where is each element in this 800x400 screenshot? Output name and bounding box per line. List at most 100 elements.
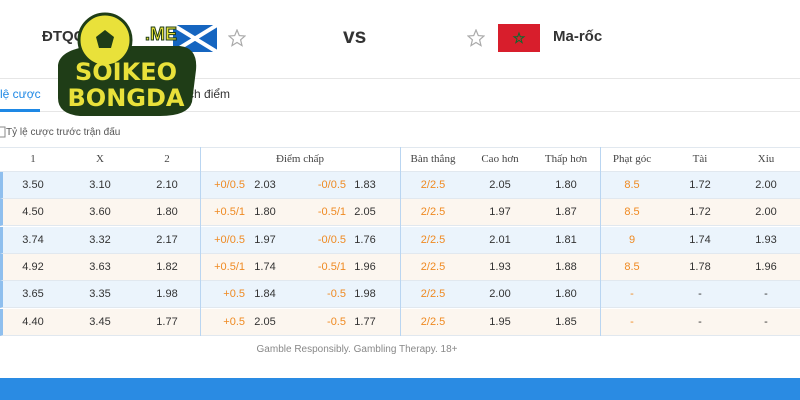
column-header: X — [96, 153, 104, 165]
tab-odds[interactable]: lệ cược — [0, 87, 41, 101]
odds-cell: 8.5 — [624, 206, 640, 219]
odds-cell: 4.50 — [22, 206, 44, 219]
column-header: Cao hơn — [481, 153, 519, 165]
odds-cell: 1.97 — [254, 233, 276, 246]
odds-cell: +0.5 — [223, 288, 245, 301]
column-header: Điểm chấp — [276, 153, 324, 165]
odds-cell: 8.5 — [624, 260, 640, 273]
odds-cell: 1.72 — [689, 179, 711, 191]
favorite-star[interactable] — [228, 29, 246, 47]
odds-cell: 1.80 — [555, 288, 577, 301]
odds-cell: -0/0.5 — [317, 233, 346, 246]
odds-cell: 1.87 — [555, 206, 577, 219]
odds-cell: 3.45 — [89, 315, 111, 328]
odds-cell: 4.92 — [22, 260, 44, 273]
logo-line2: BONGDA — [68, 84, 185, 112]
odds-cell: 3.63 — [89, 260, 111, 273]
odds-cell: 1.84 — [254, 288, 276, 301]
bottom-bar — [0, 378, 800, 400]
odds-cell: 1.97 — [489, 206, 511, 219]
odds-cell: 1.77 — [156, 315, 178, 328]
odds-cell: 1.85 — [555, 315, 577, 328]
odds-cell: +0.5/1 — [214, 206, 245, 219]
odds-cell: 2/2.5 — [420, 179, 446, 191]
odds-cell: +0.5/1 — [214, 260, 245, 273]
odds-cell: 2.03 — [254, 179, 276, 191]
odds-cell: 3.35 — [89, 288, 111, 301]
odds-cell: 1.72 — [689, 206, 711, 219]
odds-cell: -0.5 — [327, 315, 346, 328]
responsible-gambling: Gamble Responsibly. Gambling Therapy. 18… — [256, 344, 458, 355]
column-separator — [600, 147, 601, 336]
odds-cell: - — [630, 288, 634, 301]
odds-cell: 1.77 — [354, 315, 376, 328]
odds-cell: 3.74 — [22, 233, 44, 246]
odds-cell: - — [764, 288, 768, 301]
tab-underline — [0, 109, 40, 112]
site-logo: .ME SOIKEO BONGDA — [58, 12, 197, 116]
section-label: Tỷ lệ cược trước trận đấu — [6, 127, 121, 138]
odds-cell: 1.78 — [689, 260, 711, 273]
odds-cell: 2/2.5 — [420, 260, 446, 273]
odds-cell: 1.98 — [156, 288, 178, 301]
column-header: Tài — [692, 153, 708, 165]
odds-cell: 1.88 — [555, 260, 577, 273]
column-header: Thấp hơn — [544, 153, 588, 165]
odds-cell: 1.74 — [254, 260, 276, 273]
odds-cell: 2.00 — [755, 179, 777, 191]
column-header: 2 — [164, 153, 170, 165]
odds-cell: 1.81 — [555, 233, 577, 246]
column-header: Xỉu — [757, 153, 775, 165]
column-header: Phạt góc — [612, 153, 652, 165]
odds-cell: 1.95 — [489, 315, 511, 328]
odds-cell: 2.05 — [354, 206, 376, 219]
column-separator — [400, 147, 401, 336]
logo-line1: SOIKEO — [75, 58, 177, 86]
odds-cell: +0/0.5 — [214, 179, 245, 191]
away-flag — [498, 24, 540, 52]
away-team: Ma-rốc — [553, 28, 603, 45]
odds-cell: 1.83 — [354, 179, 376, 191]
odds-cell: 2.05 — [254, 315, 276, 328]
odds-cell: 4.40 — [22, 315, 44, 328]
odds-cell: 3.32 — [89, 233, 111, 246]
odds-cell: 1.80 — [156, 206, 178, 219]
odds-cell: 2.00 — [755, 206, 777, 219]
odds-cell: 1.74 — [689, 233, 711, 246]
odds-cell: 1.82 — [156, 260, 178, 273]
odds-cell: +0.5 — [223, 315, 245, 328]
home-team: ĐTQG — [42, 28, 86, 45]
odds-cell: 9 — [628, 233, 636, 246]
odds-cell: 1.80 — [555, 179, 577, 191]
odds-cell: 1.98 — [354, 288, 376, 301]
match-header: ĐTQG vs Ma-rốc — [0, 0, 800, 78]
odds-cell: 1.76 — [354, 233, 376, 246]
odds-cell: 2.05 — [489, 179, 511, 191]
odds-cell: 3.10 — [89, 179, 111, 191]
odds-cell: -0.5/1 — [317, 206, 346, 219]
odds-cell: 2/2.5 — [420, 233, 446, 246]
odds-cell: +0/0.5 — [214, 233, 245, 246]
logo-suffix: .ME — [145, 24, 177, 44]
odds-cell: 2/2.5 — [420, 315, 446, 328]
odds-cell: 3.50 — [22, 179, 44, 191]
odds-cell: 1.96 — [354, 260, 376, 273]
odds-cell: - — [698, 288, 702, 301]
odds-cell: 2.10 — [156, 179, 178, 191]
odds-cell: - — [764, 315, 768, 328]
odds-cell: 3.65 — [22, 288, 44, 301]
odds-cell: - — [630, 315, 634, 328]
odds-cell: -0.5/1 — [317, 260, 346, 273]
odds-cell: 8.5 — [624, 179, 640, 191]
versus: vs — [343, 25, 367, 48]
odds-cell: 3.60 — [89, 206, 111, 219]
odds-cell: 1.80 — [254, 206, 276, 219]
odds-cell: 1.93 — [755, 233, 777, 246]
column-separator — [200, 147, 201, 336]
odds-cell: 2/2.5 — [420, 288, 446, 301]
favorite-star[interactable] — [467, 29, 485, 47]
column-header: Bàn thắng — [410, 153, 456, 165]
odds-cell: 2.01 — [489, 233, 511, 246]
odds-cell: - — [698, 315, 702, 328]
